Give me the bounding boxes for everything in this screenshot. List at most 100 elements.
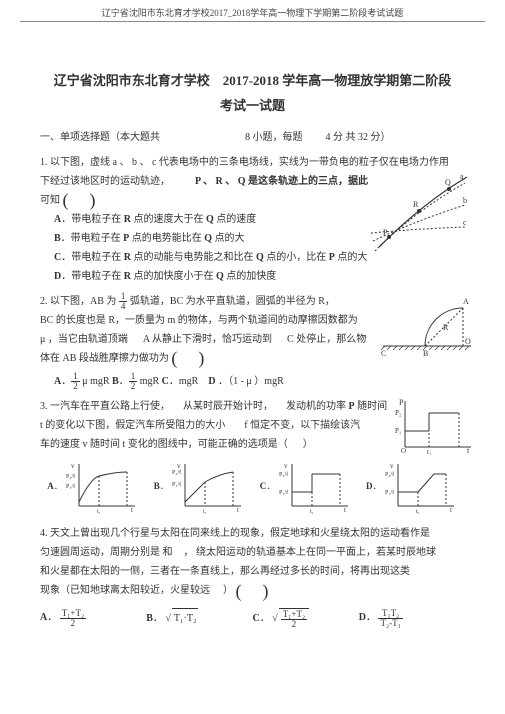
q3-l3b: ） bbox=[303, 439, 313, 450]
q2D: ．（1 - μ ）mgR bbox=[218, 376, 284, 387]
svg-text:v: v bbox=[284, 462, 288, 470]
svg-text:B: B bbox=[423, 349, 428, 358]
q3-l1c: 发动机的功率 bbox=[286, 401, 346, 412]
svg-text:t: t bbox=[344, 506, 346, 514]
q1D-R: R bbox=[124, 271, 131, 282]
svg-text:t: t bbox=[131, 506, 133, 514]
q1C-d: 点的大 bbox=[337, 252, 367, 263]
q4-l1: 4. 天文上曾出现几个行星与太阳在同来线上的现象，假定地球和火星绕太阳的运动看作… bbox=[40, 524, 465, 543]
sec1-c: 4 分 共 32 分） bbox=[326, 132, 391, 143]
q3-options: A． v t P₂/f P₁/f t₁ B． bbox=[40, 460, 465, 514]
q1C-b: 点的动能与电势能之和比在 bbox=[133, 252, 253, 263]
q3-figure: P t O P₁ P₂ t₁ bbox=[395, 397, 475, 455]
svg-text:t₁: t₁ bbox=[416, 509, 420, 514]
q2-l3c: C 处停止，那么物 bbox=[287, 334, 366, 345]
q1C-P: P bbox=[329, 252, 335, 263]
q1D-Q: Q bbox=[216, 271, 224, 282]
q1A-R: R bbox=[124, 214, 131, 225]
svg-text:t₁: t₁ bbox=[97, 509, 101, 514]
q4-opt-D: D． T₁T₂T₂-T₁ bbox=[359, 608, 465, 628]
q3-P: P bbox=[349, 401, 355, 412]
lblD: D bbox=[366, 481, 373, 491]
q4-opt-C: C． √T₁+T₂2 bbox=[253, 608, 359, 628]
lblA: A bbox=[47, 481, 54, 491]
q2-figure: A R O B C bbox=[379, 292, 475, 358]
q3-opt-A: A． v t P₂/f P₁/f t₁ bbox=[40, 460, 146, 514]
svg-text:t: t bbox=[237, 506, 239, 514]
svg-text:t: t bbox=[450, 506, 452, 514]
sec1-a: 一、单项选择题（本大题共 bbox=[40, 132, 160, 143]
q1D-b: 点的加快度小于在 bbox=[133, 271, 213, 282]
q4-l2b: 绕太阳运动的轨道基本上在同一平面上，若某时辰地球 bbox=[196, 547, 436, 558]
svg-text:Q: Q bbox=[445, 178, 451, 187]
paren-icon: ( ) bbox=[236, 587, 273, 596]
q1-line2b: P 、 R 、 Q 是这条轨迹上的三点，据此 bbox=[195, 176, 368, 187]
svg-text:a: a bbox=[460, 172, 464, 181]
svg-text:v: v bbox=[390, 462, 394, 470]
lblB: B bbox=[154, 481, 160, 491]
fA-d: 2 bbox=[71, 382, 80, 391]
q4-opt-B: B． √T₁·T₂ bbox=[146, 608, 252, 628]
q4-l4a: 现象（已知地球离太阳较近，火星较远 bbox=[40, 585, 210, 596]
q3-opt-C: C． v t P₂/f P₁/f t₁ bbox=[253, 460, 359, 514]
q2B: mgR bbox=[140, 376, 159, 387]
lblC: C bbox=[260, 481, 267, 491]
q1-line2a: 下经过该地区时的运动轨迹， bbox=[40, 176, 170, 187]
svg-text:P₁/f: P₁/f bbox=[279, 489, 288, 496]
doc-title-2: 考试一试题 bbox=[40, 95, 465, 114]
page-header: 辽宁省沈阳市东北育才学校2017_2018学年高一物理下学期第二阶段考试试题 bbox=[0, 0, 505, 21]
q1D-a: ．带电粒子在 bbox=[61, 271, 121, 282]
q3-l2b: f 恒定不变，以下描绘该汽 bbox=[244, 420, 360, 431]
svg-text:C: C bbox=[381, 349, 386, 358]
svg-text:t₁: t₁ bbox=[310, 509, 314, 514]
svg-text:R: R bbox=[443, 323, 449, 332]
q1A-a: ．带电粒子在 bbox=[61, 214, 121, 225]
svg-text:v: v bbox=[71, 462, 75, 470]
svg-text:P₁/f: P₁/f bbox=[66, 483, 75, 490]
q1-figure: a b c P R Q bbox=[365, 171, 475, 257]
q1A-b: 点的速度大于在 bbox=[133, 214, 203, 225]
svg-text:P₁: P₁ bbox=[395, 427, 401, 435]
svg-text:P₂: P₂ bbox=[395, 409, 402, 417]
q1A-c: 点的速度 bbox=[216, 214, 256, 225]
q1-line1: 1. 以下图，虚线 a 、 b 、 c 代表电场中的三条电场线，实线为一带负电的… bbox=[40, 153, 465, 172]
svg-text:R: R bbox=[413, 200, 419, 209]
q3-l3a: 车的速度 v 随时间 t 变化的图线中，可能正确的选项是（ bbox=[40, 439, 288, 450]
q1B-Q: Q bbox=[204, 233, 212, 244]
svg-text:t₁: t₁ bbox=[203, 509, 207, 514]
fB-d: 2 bbox=[129, 382, 138, 391]
svg-text:P: P bbox=[399, 398, 404, 407]
q1B-a: ．带电粒子在 bbox=[61, 233, 121, 244]
svg-text:t₁: t₁ bbox=[427, 448, 431, 455]
question-4: 4. 天文上曾出现几个行星与太阳在同来线上的现象，假定地球和火星绕太阳的运动看作… bbox=[40, 524, 465, 628]
q4-opt-A: A． T₁+T₂2 bbox=[40, 608, 146, 628]
paren-icon: ( ) bbox=[171, 354, 208, 363]
q3-l2a: t 的变化以下图，假定汽车所受阻力的大小 bbox=[40, 420, 225, 431]
sec1-b: 8 小题，每题 bbox=[245, 132, 303, 143]
q1C-c: 点的小，比在 bbox=[266, 252, 326, 263]
q1D-c: 点的加快度 bbox=[226, 271, 276, 282]
svg-text:b: b bbox=[463, 196, 467, 205]
svg-text:P₂/f: P₂/f bbox=[385, 471, 394, 478]
svg-text:P₁/f: P₁/f bbox=[172, 481, 181, 488]
q2-l1b: 弧轨道，BC 为水平直轨道，圆弧的半径为 R， bbox=[130, 296, 335, 307]
svg-text:P: P bbox=[383, 228, 388, 237]
q4-l3: 和火星都在太阳的一侧，三者在一条直线上，那么再经过多长的时间，将再出现这类 bbox=[40, 562, 465, 581]
doc-title-1: 辽宁省沈阳市东北育才学校 2017-2018 学年高一物理放学期第二阶段 bbox=[40, 70, 465, 89]
q1B-P: P bbox=[123, 233, 129, 244]
question-2: 2. 以下图，AB 为 14 弧轨道，BC 为水平直轨道，圆弧的半径为 R， B… bbox=[40, 292, 465, 391]
q3-opt-B: B． v t P₂/f P₁/f t₁ bbox=[146, 460, 252, 514]
q1B-c: 点的大 bbox=[215, 233, 245, 244]
svg-text:A: A bbox=[463, 297, 469, 306]
q2C: mgR bbox=[179, 376, 198, 387]
q1C-R: R bbox=[124, 252, 131, 263]
q1A-Q: Q bbox=[206, 214, 214, 225]
q4-l2a: 匀速圆周运动，周期分别是 和 bbox=[40, 547, 173, 558]
q1-line3: 可知 bbox=[40, 195, 60, 206]
q2-l4: 体在 AB 段战胜摩擦力做功为 bbox=[40, 353, 169, 364]
svg-text:P₁/f: P₁/f bbox=[385, 489, 394, 496]
q3-l1d: 随时间 bbox=[357, 401, 387, 412]
svg-text:c: c bbox=[463, 218, 467, 227]
q1C-a: ．带电粒子在 bbox=[61, 252, 121, 263]
q3-opt-D: D． v t P₂/f P₁/f t₁ bbox=[359, 460, 465, 514]
